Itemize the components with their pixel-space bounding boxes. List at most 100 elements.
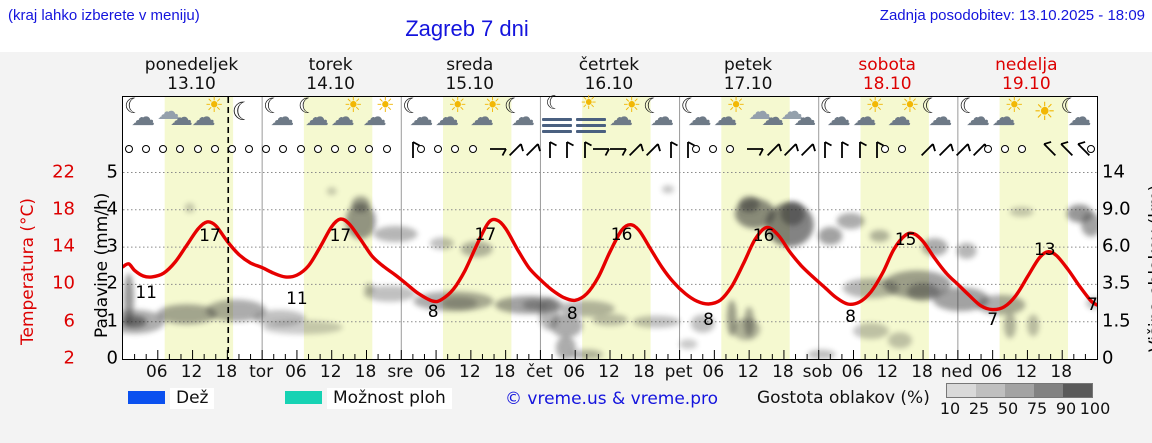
x-label-hour: 12 [876,362,899,382]
sun-cloud-icon: ☀ ☁ [192,95,230,137]
precipitation-tick-label: 5 [106,161,118,182]
cloud-glyph: ☁ [270,103,295,131]
cloud-glyph: ☁ [965,103,990,131]
x-label-hour: 18 [1050,362,1073,382]
density-gradient-segment [947,384,976,397]
day-header-ponedeljek: ponedeljek 13.10 [122,56,261,94]
temperature-value-label: 8 [566,304,578,325]
sun-cloud-icon: ☀ ☁ [470,95,508,137]
precipitation-tick-label: 0 [106,347,118,369]
cloud-glyph: ☁ [362,103,387,131]
moon-icon: ☾ [224,99,262,137]
x-label-hour: 12 [459,362,481,382]
calm-circle [245,145,254,153]
day-date: 16.10 [584,74,634,94]
clouds-icon: ☁ ☁ [748,99,786,137]
cloud-glyph: ☁ [131,103,156,131]
temperature-axis-title: Temperatura (°C) [18,197,38,345]
calm-circle [313,145,322,153]
calm-circle [726,145,735,153]
cloud-cover-blob [869,229,890,242]
moon-glyph: ☾ [680,94,700,118]
copyright-text: © vreme.us & vreme.pro [505,389,719,409]
temperature-value-label: 17 [329,225,352,246]
temperature-value-label: 8 [845,307,857,328]
density-tick-label: 75 [1026,399,1048,418]
cloud-glyph: ☁ [650,103,675,131]
calm-circle [691,145,700,153]
cloud-cover-blob [632,315,681,328]
cloud-cover-blob [351,196,370,213]
x-label-day-abbr: tor [249,362,274,382]
temperature-value-label: 7 [1086,294,1098,315]
fog-line [576,124,607,127]
cloud-cover-blob [1027,314,1040,337]
temperature-value-label: 13 [1033,240,1056,261]
cloud-cover-blob [679,339,698,350]
moon-glyph: ☾ [231,97,255,126]
sun-glyph: ☀ [865,93,885,117]
calm-wind-icon [691,145,700,153]
cloud-cover-blob [977,294,1026,315]
cloud-height-tick-label: 0 [1102,347,1114,369]
sun-glyph: ☀ [1033,97,1056,126]
moon-glyph: ☾ [643,94,662,118]
cloud-cover-blob [690,314,715,333]
cloud-glyph: ☁ [330,103,355,131]
calm-wind-icon [313,145,322,153]
moon-glyph: ☾ [263,94,283,118]
cloud-glyph: ☁ [409,103,434,131]
calm-circle [193,145,202,153]
sun-cloud-icon: ☀ ☁ [330,95,369,137]
fog-line [576,130,607,133]
cloud-glyph: ☁ [826,103,851,131]
cloud-cover-blob [780,201,805,226]
cloud-cover-blob [429,237,454,250]
cloud-cover-blob [932,287,989,312]
plot-svg [123,97,1097,359]
moon-glyph: ☾ [298,94,317,118]
x-label-day-abbr: čet [526,362,553,382]
fog-moon-icon: ☾ [540,94,578,137]
temperature-value-label: 11 [135,282,158,303]
calm-wind-icon [141,145,150,153]
cloud-cover-blob [441,297,478,310]
showers-legend-label: Možnost ploh [327,388,452,409]
calm-circle [210,145,219,153]
moon-cloud-icon: ☾ ☁ [261,94,299,137]
x-label-hour: 18 [354,362,377,382]
cloud-cover-blob [836,213,865,229]
moon-glyph: ☾ [958,94,978,118]
calm-wind-icon [434,145,443,153]
day-header-nedelja: nedelja 19.10 [957,56,1096,94]
calm-wind-icon [880,145,889,153]
cloud-height-tick-label: 6.0 [1102,235,1131,257]
calm-circle [348,145,357,153]
x-label-hour: 18 [493,362,516,382]
cloud-glyph: ☁ [609,103,634,131]
temperature-value-label: 7 [987,309,999,330]
x-label-day-abbr: pet [664,362,693,382]
x-label-hour: 06 [980,362,1003,382]
fog-line [576,118,607,121]
sun-glyph: ☀ [622,93,641,117]
calm-wind-icon [159,145,168,153]
day-name: torek [308,55,353,75]
day-date: 17.10 [723,74,773,94]
moon-glyph: ☾ [124,94,143,118]
calm-circle [434,145,443,153]
last-update-timestamp: Zadnja posodobitev: 13.10.2025 - 18:09 [879,7,1145,24]
cloud-cover-blob [156,304,217,325]
sun-glyph: ☀ [204,93,224,117]
precipitation-tick-label: 3 [106,235,118,257]
calm-wind-icon [1018,145,1027,153]
calm-wind-icon [1001,145,1010,153]
x-label-hour: 18 [911,362,933,382]
temperature-curve [123,217,1097,312]
x-label-hour: 12 [180,362,203,382]
temperature-value-label: 8 [703,309,714,330]
cloud-height-axis-title: Višina oblakov (km) [1146,184,1152,352]
sun-glyph: ☀ [900,93,920,117]
x-label-hour: 12 [598,362,620,382]
temperature-tick-label: 2 [63,347,75,369]
